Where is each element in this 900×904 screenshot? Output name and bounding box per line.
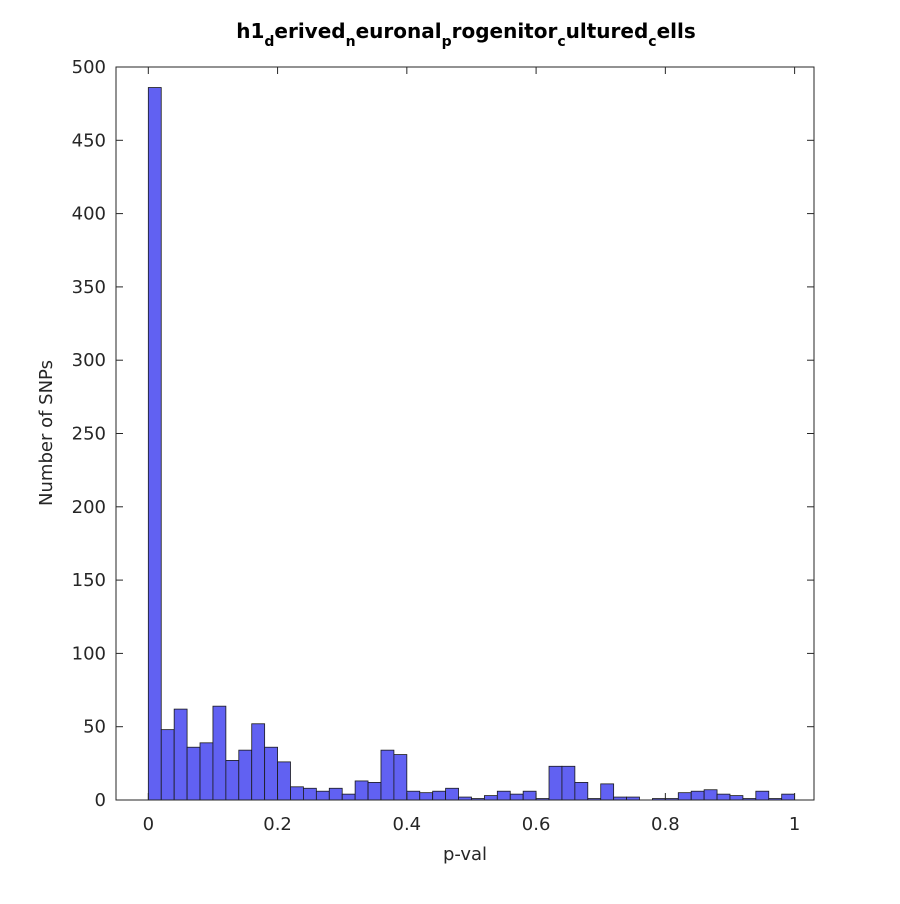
y-tick-label: 100 <box>72 643 106 664</box>
bar <box>755 790 770 801</box>
y-tick-label: 250 <box>72 424 106 445</box>
bar <box>186 746 201 801</box>
bar <box>315 790 330 801</box>
y-tick-label: 150 <box>72 570 106 591</box>
bar <box>483 795 498 801</box>
x-axis-label: p-val <box>443 844 487 865</box>
bar <box>341 793 356 801</box>
bar <box>509 793 524 801</box>
y-tick-label: 50 <box>83 717 106 738</box>
bar <box>781 793 796 801</box>
bar <box>380 749 395 801</box>
y-axis-label: Number of SNPs <box>36 360 57 506</box>
bar <box>432 790 447 801</box>
bar <box>290 786 304 801</box>
chart-title: h1derivedneuronalprogenitorculturedcells <box>236 19 696 50</box>
bar <box>690 790 705 801</box>
x-tick-label: 0.6 <box>522 814 551 835</box>
y-tick-label: 450 <box>72 130 106 151</box>
bar <box>173 708 188 801</box>
bar <box>264 746 278 801</box>
bar <box>600 783 615 801</box>
bar <box>251 723 266 801</box>
bar <box>522 790 537 801</box>
bar <box>548 765 563 801</box>
y-tick-label: 350 <box>72 277 106 298</box>
y-tick-label: 500 <box>72 57 106 78</box>
x-tick-label: 0.8 <box>651 814 680 835</box>
bar <box>160 729 175 801</box>
bar <box>393 754 408 801</box>
bar <box>677 792 692 801</box>
bar <box>238 749 253 801</box>
y-tick-label: 0 <box>95 790 106 811</box>
bar <box>303 787 317 801</box>
bar <box>703 789 718 801</box>
y-tick-label: 200 <box>72 497 106 518</box>
bar <box>419 792 434 801</box>
bar <box>445 787 459 801</box>
bar <box>729 795 744 801</box>
bar <box>199 742 214 801</box>
y-tick-label: 400 <box>72 204 106 225</box>
bar <box>328 787 343 801</box>
y-tick-label: 300 <box>72 350 106 371</box>
bar <box>212 705 227 801</box>
x-tick-label: 1 <box>789 814 800 835</box>
bar <box>225 760 240 801</box>
bar <box>367 782 382 801</box>
bar <box>147 87 162 801</box>
bar <box>354 780 369 801</box>
bar <box>716 793 731 801</box>
bar <box>496 790 511 801</box>
bar <box>574 782 589 801</box>
bar <box>406 790 421 801</box>
x-tick-label: 0.4 <box>393 814 422 835</box>
bar <box>561 765 576 801</box>
x-tick-label: 0.2 <box>263 814 292 835</box>
bar <box>277 761 291 801</box>
x-tick-label: 0 <box>143 814 154 835</box>
